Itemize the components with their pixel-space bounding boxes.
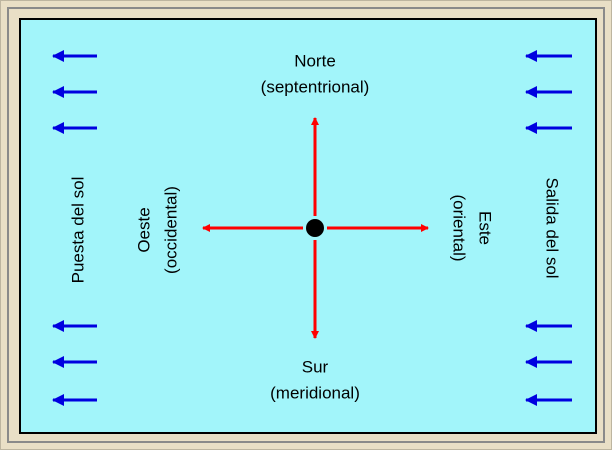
west-label: Oeste — [134, 207, 153, 252]
south-sub: (meridional) — [270, 383, 360, 402]
east-sub: (oriental) — [450, 194, 469, 261]
center-dot — [306, 219, 324, 237]
sun-arrows — [52, 50, 572, 406]
north-label: Norte — [294, 51, 336, 70]
north-sub: (septentrional) — [261, 77, 370, 96]
south-label: Sur — [302, 357, 329, 376]
east-label: Este — [476, 211, 495, 245]
bevel — [7, 7, 605, 443]
compass — [202, 117, 429, 339]
right-side-label: Salida del sol — [543, 177, 562, 278]
left-side-label: Puesta del sol — [68, 177, 87, 284]
west-sub: (occidental) — [161, 186, 180, 274]
